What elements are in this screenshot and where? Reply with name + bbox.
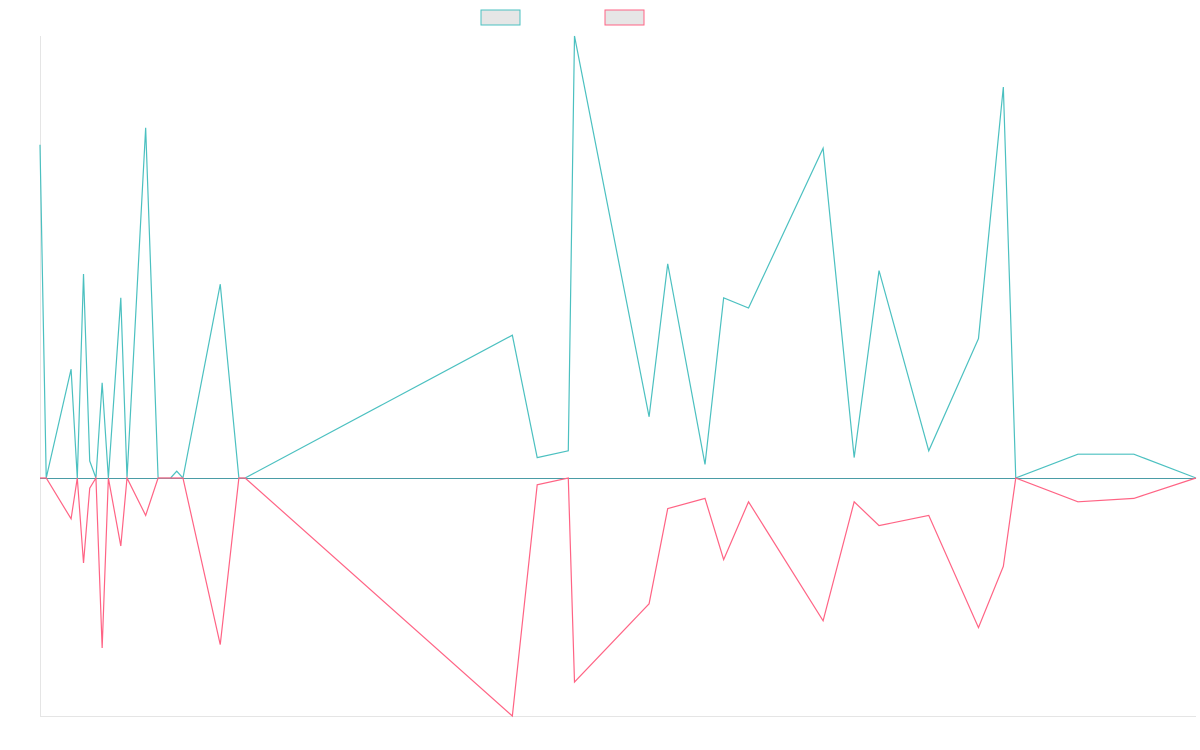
data-point-b[interactable]	[238, 477, 240, 479]
data-point-b[interactable]	[573, 681, 575, 683]
data-point-a[interactable]	[928, 450, 930, 452]
data-point-a[interactable]	[39, 144, 41, 146]
data-point-a[interactable]	[648, 416, 650, 418]
data-point-b[interactable]	[83, 562, 85, 564]
data-point-a[interactable]	[1002, 86, 1004, 88]
data-point-b[interactable]	[1077, 501, 1079, 503]
series-line-b	[40, 475, 1197, 718]
data-point-a[interactable]	[1077, 453, 1079, 455]
data-point-a[interactable]	[667, 263, 669, 265]
data-point-b[interactable]	[1133, 497, 1135, 499]
data-point-b[interactable]	[120, 545, 122, 547]
data-point-a[interactable]	[511, 334, 513, 336]
plot-area	[39, 35, 1197, 718]
data-point-b[interactable]	[145, 514, 147, 516]
data-point-a[interactable]	[822, 147, 824, 149]
data-point-a[interactable]	[748, 307, 750, 309]
data-point-b[interactable]	[648, 603, 650, 605]
data-point-b[interactable]	[567, 477, 569, 479]
data-point-a[interactable]	[83, 273, 85, 275]
data-point-b[interactable]	[157, 477, 159, 479]
data-point-a[interactable]	[176, 470, 178, 472]
data-point-b[interactable]	[95, 477, 97, 479]
data-point-b[interactable]	[1002, 565, 1004, 567]
data-point-b[interactable]	[70, 518, 72, 520]
data-point-b[interactable]	[748, 501, 750, 503]
data-point-b[interactable]	[182, 477, 184, 479]
data-point-b[interactable]	[822, 620, 824, 622]
data-point-b[interactable]	[536, 484, 538, 486]
data-point-a[interactable]	[89, 460, 91, 462]
data-point-b[interactable]	[667, 508, 669, 510]
data-point-a[interactable]	[219, 283, 221, 285]
data-point-b[interactable]	[723, 559, 725, 561]
data-point-b[interactable]	[511, 715, 513, 717]
data-point-b[interactable]	[126, 477, 128, 479]
data-point-a[interactable]	[723, 297, 725, 299]
data-point-b[interactable]	[170, 477, 172, 479]
data-point-b[interactable]	[1195, 477, 1197, 479]
data-point-b[interactable]	[928, 514, 930, 516]
data-point-a[interactable]	[853, 457, 855, 459]
data-point-a[interactable]	[120, 297, 122, 299]
data-point-b[interactable]	[977, 627, 979, 629]
data-point-b[interactable]	[45, 477, 47, 479]
data-point-a[interactable]	[101, 382, 103, 384]
series-line-a	[39, 35, 1197, 480]
data-point-b[interactable]	[704, 497, 706, 499]
data-point-b[interactable]	[176, 477, 178, 479]
data-point-b[interactable]	[89, 487, 91, 489]
data-point-b[interactable]	[244, 477, 246, 479]
data-point-b[interactable]	[39, 477, 41, 479]
data-point-a[interactable]	[567, 450, 569, 452]
legend[interactable]	[480, 9, 645, 26]
data-point-a[interactable]	[704, 463, 706, 465]
data-point-a[interactable]	[1133, 453, 1135, 455]
data-point-b[interactable]	[219, 644, 221, 646]
data-point-a[interactable]	[536, 457, 538, 459]
legend-swatch-series-b[interactable]	[604, 9, 645, 26]
data-point-b[interactable]	[853, 501, 855, 503]
data-point-b[interactable]	[1015, 477, 1017, 479]
data-point-a[interactable]	[70, 368, 72, 370]
data-point-b[interactable]	[76, 477, 78, 479]
data-point-a[interactable]	[145, 127, 147, 129]
data-point-b[interactable]	[101, 647, 103, 649]
data-point-a[interactable]	[878, 270, 880, 272]
legend-swatch-series-a[interactable]	[480, 9, 521, 26]
data-point-b[interactable]	[107, 477, 109, 479]
data-point-a[interactable]	[573, 35, 575, 37]
data-point-b[interactable]	[878, 525, 880, 527]
data-point-a[interactable]	[977, 338, 979, 340]
